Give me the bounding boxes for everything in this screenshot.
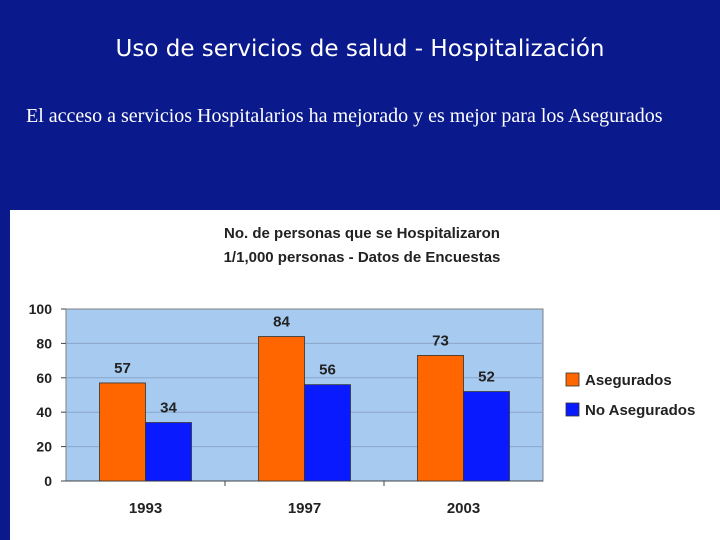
y-tick-label: 60 — [36, 370, 52, 386]
x-tick-label: 2003 — [447, 500, 480, 517]
y-tick-label: 100 — [29, 301, 53, 317]
y-tick-label: 20 — [36, 439, 52, 455]
x-tick-label: 1993 — [129, 500, 162, 517]
slide-title: Uso de servicios de salud - Hospitalizac… — [115, 36, 605, 62]
bar-no-asegurados-1997 — [304, 384, 351, 482]
bar-no-asegurados-1993 — [145, 422, 192, 482]
legend-swatch-no-asegurados — [565, 402, 580, 417]
data-label: 34 — [160, 400, 177, 417]
data-label: 52 — [478, 369, 495, 386]
bar-chart: No. de personas que se Hospitalizaron 1/… — [29, 225, 696, 517]
chart-title-line2: 1/1,000 personas - Datos de Encuestas — [224, 249, 501, 266]
x-tick-label: 1997 — [288, 500, 321, 517]
bar-asegurados-1993 — [99, 382, 146, 482]
slide-body-text: El acceso a servicios Hospitalarios ha m… — [26, 105, 663, 127]
data-label: 57 — [114, 360, 131, 377]
chart-title-line1: No. de personas que se Hospitalizaron — [224, 225, 500, 242]
data-label: 84 — [273, 314, 290, 331]
legend-label-no-asegurados: No Asegurados — [585, 402, 695, 419]
y-tick-label: 40 — [36, 404, 52, 420]
bar-asegurados-1997 — [258, 336, 305, 482]
y-tick-label: 80 — [36, 335, 52, 351]
bar-asegurados-2003 — [417, 355, 464, 482]
y-tick-label: 0 — [44, 473, 52, 489]
bar-no-asegurados-2003 — [463, 391, 510, 482]
data-label: 73 — [432, 332, 449, 349]
data-label: 56 — [319, 362, 336, 379]
chart-panel: No. de personas que se Hospitalizaron 1/… — [10, 210, 720, 540]
legend-label-asegurados: Asegurados — [585, 372, 672, 389]
legend-swatch-asegurados — [565, 372, 580, 387]
